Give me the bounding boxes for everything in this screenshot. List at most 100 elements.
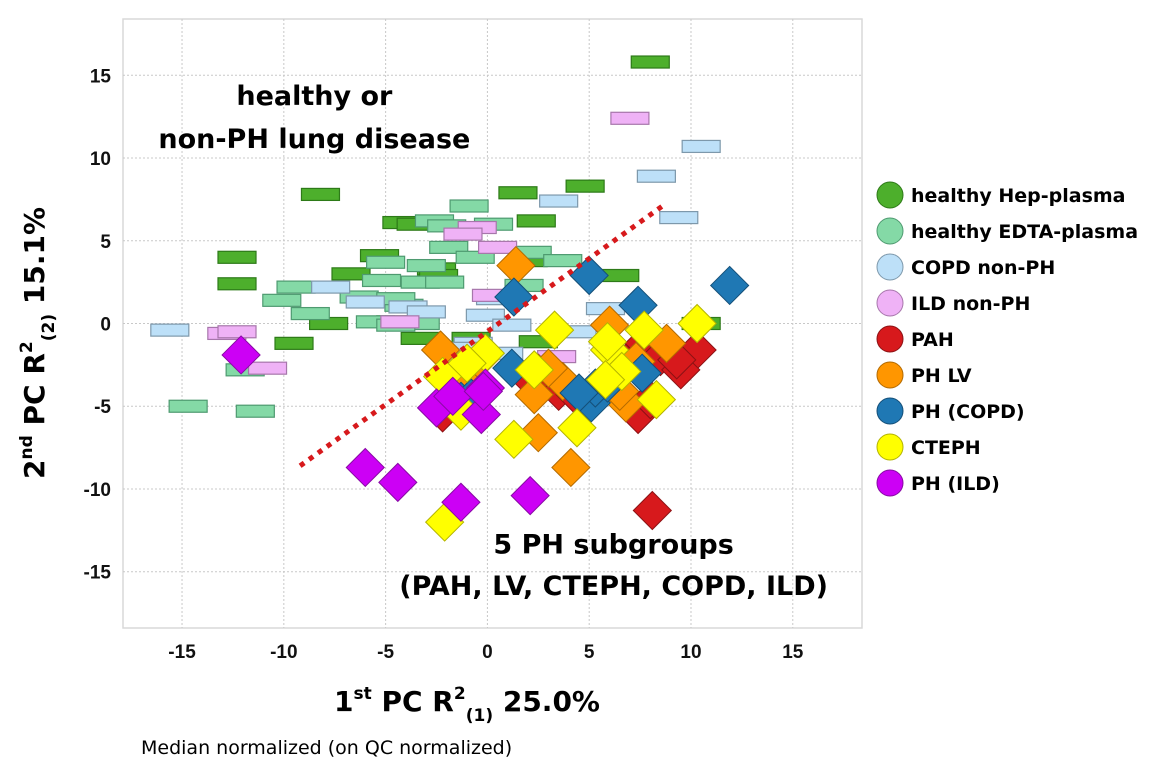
data-point [610, 111, 650, 125]
y-tick-label: -5 [94, 397, 111, 418]
data-point [636, 379, 677, 420]
data-point [514, 374, 554, 415]
data-point [378, 462, 418, 503]
data-point [492, 318, 532, 332]
data-point [510, 475, 550, 516]
legend: healthy Hep-plasma healthy EDTA-plasma COP… [876, 181, 1138, 497]
data-point [677, 303, 717, 344]
data-point [465, 308, 505, 322]
axis-title-part: 1 [334, 685, 353, 718]
data-point [565, 179, 605, 193]
legend-label: PH (ILD) [911, 473, 1000, 495]
axis-title-part: 25.0% [493, 685, 600, 718]
y-tick-label: 0 [100, 315, 111, 336]
data-point [498, 186, 538, 200]
y-tick-label: 5 [100, 232, 111, 253]
y-tick-label: -15 [84, 563, 112, 584]
axis-title-part: nd [17, 435, 37, 459]
legend-label: healthy Hep-plasma [911, 185, 1126, 207]
data-point [345, 295, 385, 309]
legend-label: healthy EDTA-plasma [911, 221, 1138, 243]
axis-title-part: PC R [372, 685, 454, 718]
data-point [331, 267, 371, 281]
legend-label: COPD non-PH [911, 257, 1055, 279]
legend-swatch [876, 253, 904, 281]
y-tick-label: 15 [90, 66, 112, 87]
axis-title-part: (1) [466, 706, 493, 726]
legend-label: PH (COPD) [911, 401, 1025, 423]
data-point [630, 55, 670, 69]
y-tick-label: 10 [90, 149, 111, 170]
data-point [361, 273, 402, 288]
legend-label: PH LV [911, 365, 972, 387]
legend-swatch [876, 469, 904, 497]
legend-swatch [876, 397, 904, 425]
data-point [425, 275, 465, 289]
legend-swatch [876, 433, 904, 461]
x-tick-label: 5 [584, 642, 595, 663]
data-point [455, 250, 495, 264]
series-ph-ild- [221, 335, 550, 522]
axis-title-part: PC R [18, 353, 51, 435]
data-point [461, 394, 502, 435]
x-tick-label: -15 [168, 642, 196, 663]
x-axis-title: 1st PC R2(1) 25.0% [334, 684, 600, 726]
annotation: 5 PH subgroups [493, 530, 733, 561]
separator-line [298, 203, 664, 468]
data-point [300, 187, 341, 202]
data-point [262, 293, 302, 307]
data-point [585, 360, 626, 400]
data-point [557, 408, 597, 448]
data-point [539, 194, 579, 208]
axis-title-part: 15.1% [18, 207, 51, 314]
axis-title-part: (2) [39, 314, 59, 341]
data-point [534, 310, 575, 350]
data-point [443, 227, 483, 241]
series-healthy-edta-plasma [168, 199, 583, 418]
x-tick-label: 0 [482, 642, 493, 663]
data-point [543, 254, 583, 268]
data-point [311, 280, 351, 294]
legend-swatch [876, 325, 904, 353]
data-point [290, 306, 330, 321]
series-ild-non-ph [207, 111, 650, 375]
data-point [659, 210, 699, 225]
data-point [709, 265, 750, 306]
data-point [494, 277, 534, 317]
data-point [235, 404, 275, 418]
x-tick-label: 15 [782, 642, 804, 663]
data-point [516, 214, 556, 228]
data-point [274, 336, 314, 350]
data-point [168, 399, 208, 413]
axis-title-part: st [353, 684, 371, 704]
data-point [150, 323, 190, 337]
axis-title-part: 2 [18, 460, 51, 479]
data-point [514, 350, 554, 390]
data-point [345, 447, 385, 488]
data-point [632, 490, 673, 531]
legend-swatch [876, 181, 904, 209]
legend-label: ILD non-PH [911, 293, 1030, 315]
data-point [406, 305, 446, 319]
legend-label: CTEPH [911, 437, 981, 459]
y-tick-label: -10 [84, 480, 111, 501]
data-point [636, 169, 676, 183]
legend-swatch [876, 217, 904, 245]
data-point [247, 361, 288, 375]
y-axis-title: 2nd PC R2(2) 15.1% [17, 207, 59, 479]
data-point [449, 199, 489, 213]
x-tick-label: 10 [680, 642, 701, 663]
data-point [366, 255, 406, 269]
normalization-note: Median normalized (on QC normalized) [141, 737, 513, 759]
axis-title-part: 2 [17, 341, 37, 353]
data-point [217, 250, 257, 264]
annotation: healthy or [236, 81, 393, 112]
annotation: (PAH, LV, CTEPH, COPD, ILD) [399, 571, 828, 602]
data-point [441, 482, 481, 522]
annotation: non-PH lung disease [158, 124, 470, 155]
data-point [276, 280, 316, 294]
x-tick-label: -10 [270, 642, 297, 663]
legend-swatch [876, 361, 904, 389]
data-point [587, 321, 628, 362]
